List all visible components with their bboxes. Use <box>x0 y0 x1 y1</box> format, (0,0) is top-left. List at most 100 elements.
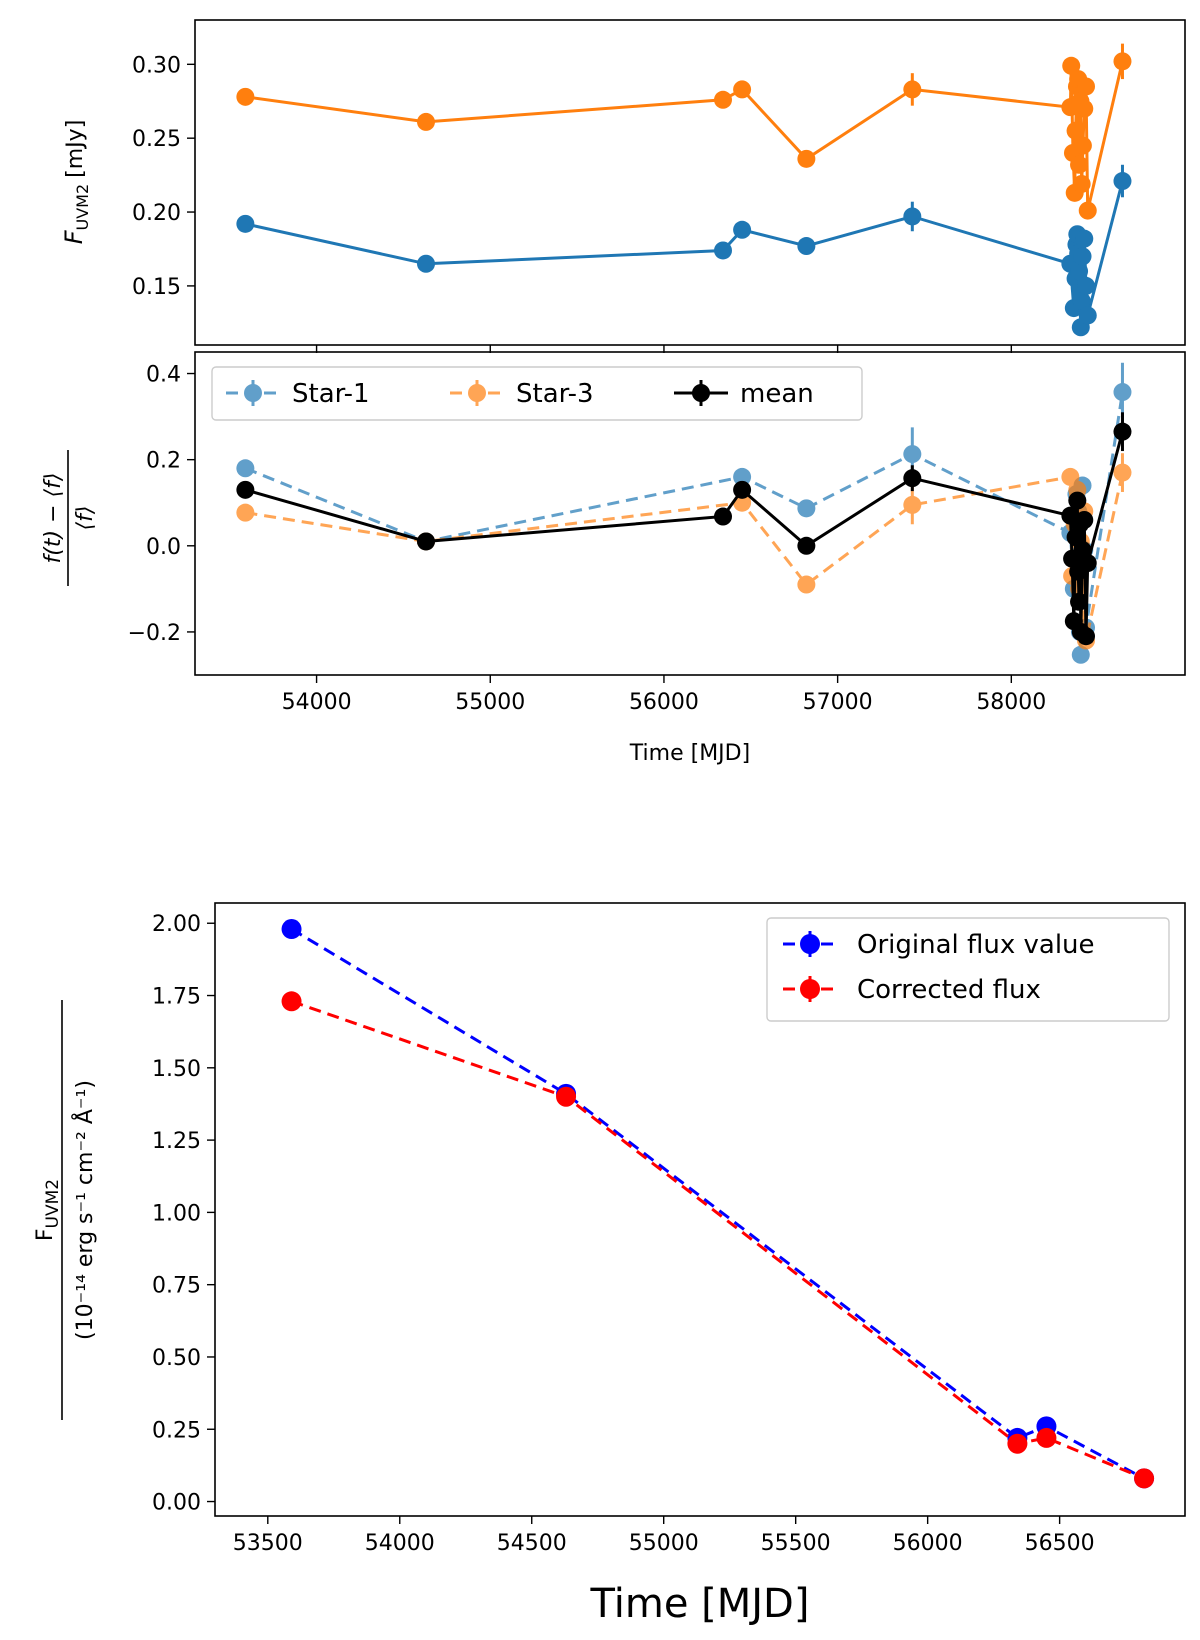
top-axes-frame <box>194 19 1186 346</box>
bottom-x-tick-label: 55500 <box>761 1531 831 1556</box>
top-data-point <box>714 241 732 260</box>
middle-y-tick-label: 0.0 <box>146 535 181 560</box>
bottom-x-tick-label: 54500 <box>497 1531 567 1556</box>
top-y-tick-label: 0.30 <box>132 53 181 78</box>
middle-x-tick-label: 58000 <box>976 690 1046 715</box>
top-data-point <box>1113 172 1132 191</box>
legend-marker-star-3 <box>450 380 504 406</box>
middle-data-point <box>236 459 255 478</box>
bottom-y-tick-label: 2.00 <box>152 912 201 937</box>
middle-data-point <box>903 445 922 464</box>
top-data-point <box>1077 77 1095 96</box>
top-data-point <box>1066 121 1085 140</box>
top-y-tick-label: 0.25 <box>132 127 181 152</box>
legend-label: Star-3 <box>516 379 594 409</box>
bottom-legend: Original flux value Corrected flux <box>766 917 1170 1022</box>
bottom-data-point <box>281 919 302 940</box>
legend-marker-original-flux-value <box>783 931 837 957</box>
middle-y-axis-label: f(t) − ⟨f⟩ ⟨f⟩ <box>41 450 98 586</box>
middle-data-point <box>1113 422 1132 441</box>
top-panel: 0.15 0.20 0.25 0.30 FUVM2 [mJy] <box>60 19 1186 353</box>
top-y-tick-label: 0.20 <box>132 201 181 226</box>
middle-data-point <box>733 467 752 486</box>
legend-marker-star-1 <box>226 380 280 406</box>
middle-legend: Star-1 Star-3 mean <box>211 366 863 421</box>
top-data-point <box>1075 229 1094 248</box>
top-series-line <box>245 180 1124 328</box>
bottom-y-tick-label: 0.00 <box>152 1491 201 1516</box>
middle-ticks: 54000 55000 56000 57000 58000 −0.2 0.0 0.2 0.4 <box>128 363 1047 715</box>
top-data-point <box>236 214 255 233</box>
top-data-point <box>797 237 816 256</box>
middle-data-point <box>1077 627 1095 646</box>
bottom-axes-frame <box>214 902 1186 1517</box>
middle-data-point <box>797 575 816 594</box>
middle-data-point <box>903 469 922 488</box>
top-data-point <box>1062 56 1081 75</box>
bottom-y-tick-label: 1.25 <box>152 1129 201 1154</box>
top-data-point <box>417 254 435 273</box>
bottom-y-axis-label: FUVM2 (10⁻¹⁴ erg s⁻¹ cm⁻² Å⁻¹) <box>33 1000 98 1420</box>
top-plot-area <box>236 43 1132 337</box>
top-ylabel-main: F <box>60 229 88 244</box>
svg-text:FUVM2: FUVM2 <box>33 1179 63 1241</box>
svg-text:FUVM2[mJy]: FUVM2 [mJy] <box>60 120 92 245</box>
bottom-data-point <box>281 991 302 1012</box>
top-data-point <box>1077 276 1095 295</box>
bottom-data-point <box>556 1086 577 1107</box>
middle-x-tick-label: 54000 <box>282 690 352 715</box>
middle-data-point <box>903 495 922 514</box>
bottom-x-tick-label: 55000 <box>629 1531 699 1556</box>
top-data-point <box>903 207 922 226</box>
top-data-point <box>714 90 732 109</box>
top-y-axis-label: FUVM2 [mJy] <box>60 120 92 245</box>
middle-x-tick-label: 55000 <box>455 690 525 715</box>
middle-data-point <box>1070 592 1089 611</box>
top-data-point <box>1113 52 1132 71</box>
top-data-point <box>417 112 435 131</box>
bottom-ylabel-num-sub: UVM2 <box>43 1179 63 1229</box>
bottom-legend-box <box>766 917 1170 1022</box>
bottom-plot-area <box>281 919 1155 1489</box>
middle-ylabel-denominator: ⟨f⟩ <box>73 506 98 531</box>
top-series-0 <box>236 164 1132 337</box>
bottom-legend-entries: Original flux value Corrected flux <box>783 930 1095 1005</box>
middle-plot-area <box>236 362 1132 664</box>
middle-data-point <box>236 503 255 522</box>
middle-axes-frame <box>194 351 1186 676</box>
bottom-x-tick-label: 56500 <box>1025 1531 1095 1556</box>
middle-data-point <box>714 507 732 526</box>
bottom-y-tick-label: 0.75 <box>152 1274 201 1299</box>
middle-data-point <box>1071 645 1090 664</box>
top-data-point <box>797 149 816 168</box>
bottom-y-tick-label: 0.25 <box>152 1418 201 1443</box>
middle-legend-entries: Star-1 Star-3 mean <box>226 379 814 409</box>
top-data-point <box>1072 291 1091 310</box>
bottom-y-tick-label: 1.75 <box>152 985 201 1010</box>
bottom-data-point <box>1036 1427 1057 1448</box>
top-data-point <box>1078 201 1097 220</box>
legend-label: Original flux value <box>857 930 1095 960</box>
top-ylabel-sub: UVM2 <box>73 184 92 231</box>
bottom-y-tick-label: 1.50 <box>152 1057 201 1082</box>
middle-data-point <box>733 480 752 499</box>
middle-data-point <box>797 536 816 555</box>
top-y-tick-label: 0.15 <box>132 275 181 300</box>
middle-data-point <box>797 499 816 518</box>
middle-y-tick-label: 0.2 <box>146 449 181 474</box>
bottom-x-tick-label: 56000 <box>893 1531 963 1556</box>
middle-data-point <box>236 480 255 499</box>
bottom-y-tick-label: 1.00 <box>152 1201 201 1226</box>
top-data-point <box>1073 136 1092 155</box>
legend-marker-mean <box>674 380 728 406</box>
middle-series-2 <box>236 412 1132 646</box>
top-data-point <box>733 80 752 99</box>
middle-data-point <box>1113 383 1132 402</box>
bottom-series-1 <box>281 991 1155 1489</box>
middle-panel: 54000 55000 56000 57000 58000 −0.2 0.0 0.2 0.4 T… <box>41 351 1186 766</box>
top-data-point <box>903 80 922 99</box>
bottom-ylabel-denominator: (10⁻¹⁴ erg s⁻¹ cm⁻² Å⁻¹) <box>71 1080 98 1340</box>
top-ylabel-unit: [mJy] <box>63 120 88 178</box>
top-data-point <box>1075 99 1094 118</box>
bottom-y-tick-label: 0.50 <box>152 1346 201 1371</box>
